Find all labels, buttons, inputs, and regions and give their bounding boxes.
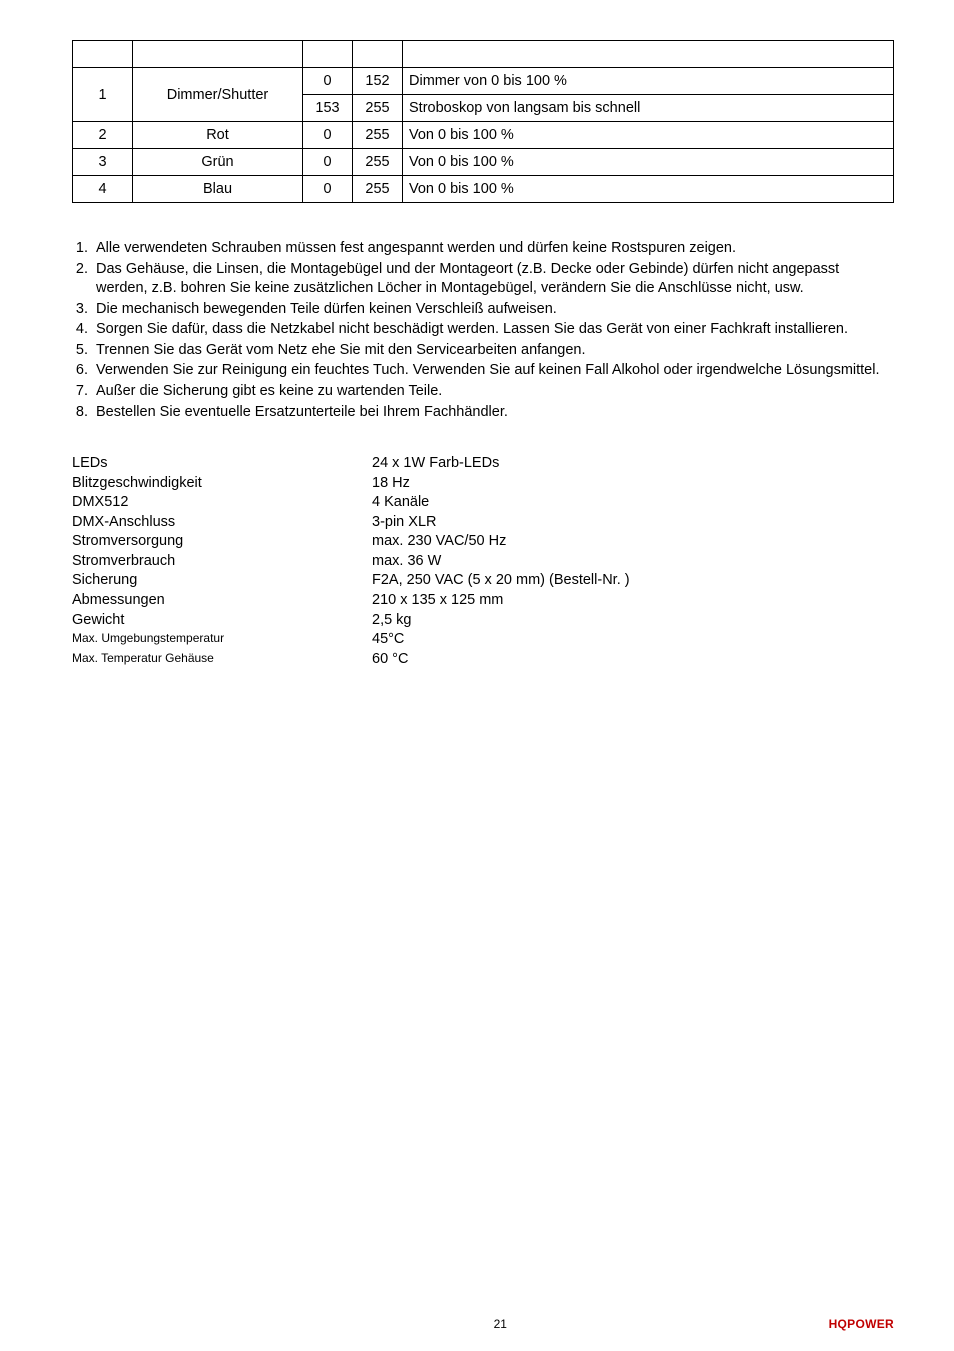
spec-row: DMX5124 Kanäle (72, 493, 894, 513)
channel-cell: 3 (73, 149, 133, 176)
maintenance-list: Alle verwendeten Schrauben müssen fest a… (72, 239, 894, 422)
from-cell: 0 (303, 68, 353, 95)
list-item: Die mechanisch bewegenden Teile dürfen k… (92, 300, 894, 320)
spec-row: Blitzgeschwindigkeit18 Hz (72, 474, 894, 494)
spec-label: DMX512 (72, 493, 372, 513)
spec-row: Max. Umgebungstemperatur45°C (72, 630, 894, 650)
spec-label: DMX-Anschluss (72, 513, 372, 533)
from-cell: 0 (303, 122, 353, 149)
spec-value: 24 x 1W Farb-LEDs (372, 454, 499, 474)
from-cell: 0 (303, 149, 353, 176)
spec-value: max. 230 VAC/50 Hz (372, 532, 506, 552)
list-item: Außer die Sicherung gibt es keine zu war… (92, 382, 894, 402)
list-item: Trennen Sie das Gerät vom Netz ehe Sie m… (92, 341, 894, 361)
header-cell (73, 41, 133, 68)
desc-cell: Dimmer von 0 bis 100 % (403, 68, 894, 95)
list-item: Bestellen Sie eventuelle Ersatzunterteil… (92, 403, 894, 423)
desc-cell: Von 0 bis 100 % (403, 176, 894, 203)
spec-value: 3-pin XLR (372, 513, 436, 533)
table-row: 2 Rot 0 255 Von 0 bis 100 % (73, 122, 894, 149)
header-cell (303, 41, 353, 68)
table-row: 1 Dimmer/Shutter 0 152 Dimmer von 0 bis … (73, 68, 894, 95)
to-cell: 255 (353, 149, 403, 176)
spec-label: LEDs (72, 454, 372, 474)
spec-row: Stromverbrauchmax. 36 W (72, 552, 894, 572)
header-cell (353, 41, 403, 68)
function-cell: Blau (133, 176, 303, 203)
spec-label: Max. Umgebungstemperatur (72, 630, 372, 650)
spec-value: 45°C (372, 630, 404, 650)
channel-cell: 2 (73, 122, 133, 149)
spec-value: 60 °C (372, 650, 408, 670)
table-row: 4 Blau 0 255 Von 0 bis 100 % (73, 176, 894, 203)
desc-cell: Von 0 bis 100 % (403, 149, 894, 176)
spec-value: 2,5 kg (372, 611, 412, 631)
spec-value: F2A, 250 VAC (5 x 20 mm) (Bestell-Nr. ) (372, 571, 630, 591)
page-number: 21 (172, 1317, 829, 1331)
page: 1 Dimmer/Shutter 0 152 Dimmer von 0 bis … (0, 0, 954, 1351)
spec-label: Blitzgeschwindigkeit (72, 474, 372, 494)
channel-cell: 4 (73, 176, 133, 203)
spec-value: 18 Hz (372, 474, 410, 494)
spec-label: Abmessungen (72, 591, 372, 611)
header-cell (403, 41, 894, 68)
function-cell: Rot (133, 122, 303, 149)
table-row: 3 Grün 0 255 Von 0 bis 100 % (73, 149, 894, 176)
function-cell: Grün (133, 149, 303, 176)
from-cell: 0 (303, 176, 353, 203)
spec-label: Sicherung (72, 571, 372, 591)
spec-row: Max. Temperatur Gehäuse60 °C (72, 650, 894, 670)
page-footer: 21 HQPOWER (72, 1317, 894, 1331)
brand-label: HQPOWER (829, 1317, 894, 1331)
dmx-table: 1 Dimmer/Shutter 0 152 Dimmer von 0 bis … (72, 40, 894, 203)
spec-row: SicherungF2A, 250 VAC (5 x 20 mm) (Beste… (72, 571, 894, 591)
spec-label: Max. Temperatur Gehäuse (72, 650, 372, 670)
desc-cell: Von 0 bis 100 % (403, 122, 894, 149)
list-item: Alle verwendeten Schrauben müssen fest a… (92, 239, 894, 259)
spec-row: Gewicht2,5 kg (72, 611, 894, 631)
spec-row: DMX-Anschluss3-pin XLR (72, 513, 894, 533)
to-cell: 255 (353, 95, 403, 122)
specs-block: LEDs24 x 1W Farb-LEDsBlitzgeschwindigkei… (72, 454, 894, 669)
desc-cell: Stroboskop von langsam bis schnell (403, 95, 894, 122)
header-cell (133, 41, 303, 68)
spec-label: Gewicht (72, 611, 372, 631)
to-cell: 255 (353, 122, 403, 149)
spec-value: 4 Kanäle (372, 493, 429, 513)
list-item: Verwenden Sie zur Reinigung ein feuchtes… (92, 361, 894, 381)
spec-label: Stromversorgung (72, 532, 372, 552)
spec-label: Stromverbrauch (72, 552, 372, 572)
channel-cell: 1 (73, 68, 133, 122)
list-item: Das Gehäuse, die Linsen, die Montagebüge… (92, 260, 894, 299)
list-item: Sorgen Sie dafür, dass die Netzkabel nic… (92, 320, 894, 340)
to-cell: 152 (353, 68, 403, 95)
to-cell: 255 (353, 176, 403, 203)
spec-row: Stromversorgungmax. 230 VAC/50 Hz (72, 532, 894, 552)
function-cell: Dimmer/Shutter (133, 68, 303, 122)
spec-row: Abmessungen210 x 135 x 125 mm (72, 591, 894, 611)
table-header-row (73, 41, 894, 68)
spec-row: LEDs24 x 1W Farb-LEDs (72, 454, 894, 474)
spec-value: max. 36 W (372, 552, 441, 572)
spec-value: 210 x 135 x 125 mm (372, 591, 503, 611)
from-cell: 153 (303, 95, 353, 122)
